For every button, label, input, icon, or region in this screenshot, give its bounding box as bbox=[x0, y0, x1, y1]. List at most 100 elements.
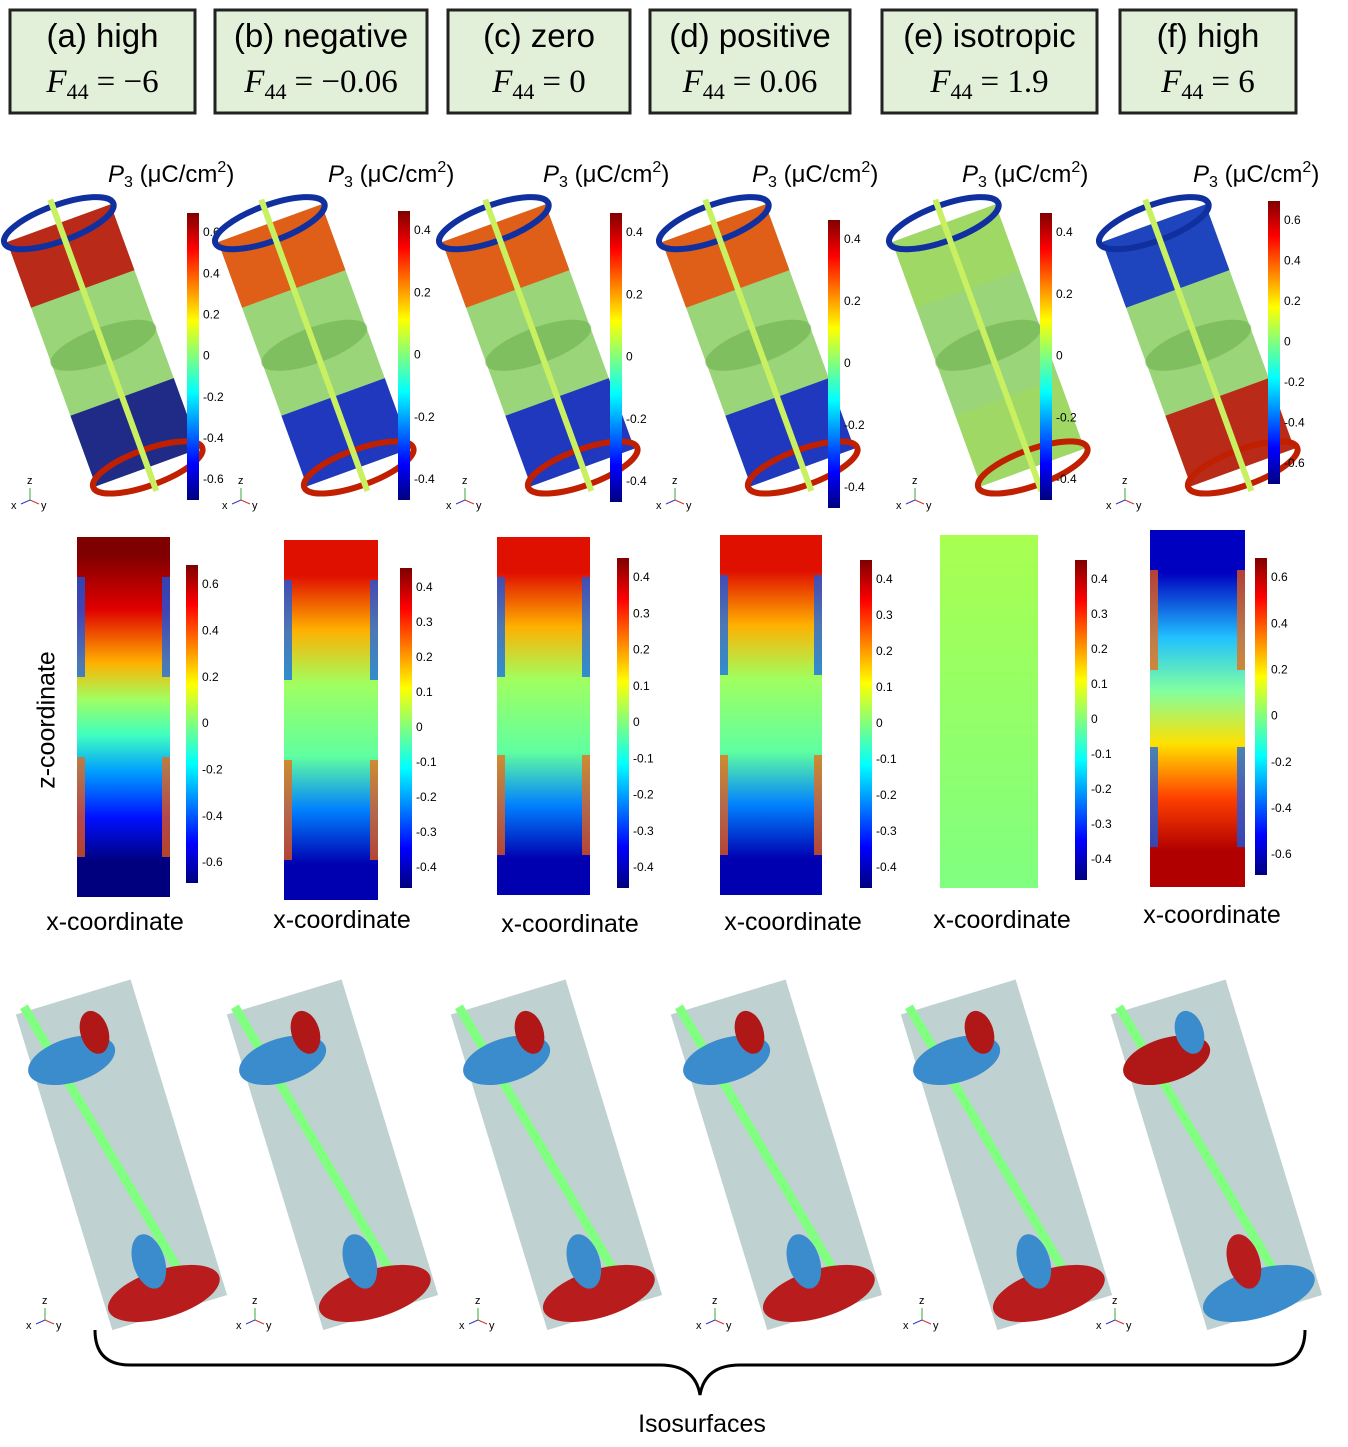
colorbar-tick-label: 0 bbox=[1271, 709, 1278, 723]
formula-index: 44 bbox=[703, 79, 725, 104]
colorbar-tick-label: -0.3 bbox=[1091, 817, 1112, 831]
triad-label: z bbox=[712, 1295, 718, 1307]
title-index: 3 bbox=[768, 174, 777, 191]
edge-band bbox=[814, 755, 822, 855]
edge-band bbox=[370, 760, 378, 860]
colorbar bbox=[398, 211, 410, 500]
formula-symbol: F bbox=[1160, 64, 1182, 100]
colorbar-tick-label: -0.3 bbox=[876, 824, 897, 838]
triad-axis bbox=[922, 1320, 931, 1324]
colorbar-tick-label: -0.2 bbox=[626, 412, 647, 426]
colorbar-tick-label: 0.4 bbox=[1284, 254, 1301, 268]
cylinder-3d bbox=[207, 180, 422, 511]
edge-band bbox=[77, 577, 85, 677]
edge-band bbox=[1237, 747, 1245, 847]
title-index: 3 bbox=[978, 174, 987, 191]
triad-axis bbox=[666, 500, 675, 504]
colorbar-tick-label: 0 bbox=[626, 350, 633, 364]
title-symbol: P bbox=[962, 161, 978, 188]
colorbar-tick-label: -0.4 bbox=[876, 860, 897, 874]
triad-label: y bbox=[41, 500, 47, 512]
colorbar-tick-label: 0.6 bbox=[202, 577, 219, 591]
triad-label: y bbox=[686, 500, 692, 512]
title-unit: (μC/cm bbox=[987, 161, 1071, 188]
title-power: 2 bbox=[437, 159, 446, 176]
formula-relation: = 1.9 bbox=[981, 64, 1049, 100]
triad-label: z bbox=[919, 1295, 925, 1307]
edge-band bbox=[162, 757, 170, 857]
colorbar-tick-label: -0.6 bbox=[1284, 456, 1305, 470]
title-close: ) bbox=[661, 161, 669, 188]
edge-band bbox=[370, 580, 378, 680]
triad-label: z bbox=[912, 475, 918, 487]
colorbar-tick-label: 0.2 bbox=[202, 670, 219, 684]
colorbar-tick-label: -0.2 bbox=[202, 763, 223, 777]
axis-triad: zxy bbox=[11, 475, 47, 512]
colorbar-tick-label: -0.2 bbox=[1091, 782, 1112, 796]
x-axis-label: x-coordinate bbox=[724, 908, 862, 936]
triad-axis bbox=[469, 1320, 478, 1324]
colorbar-tick-label: 0 bbox=[416, 720, 423, 734]
colorbar-tick-label: 0.4 bbox=[626, 225, 643, 239]
triad-axis bbox=[706, 1320, 715, 1324]
colorbar-tick-label: 0.3 bbox=[876, 608, 893, 622]
heatmap bbox=[940, 535, 1038, 888]
title-symbol: P bbox=[543, 161, 559, 188]
title-symbol: P bbox=[1193, 161, 1209, 188]
title-unit: (μC/cm bbox=[1218, 161, 1302, 188]
colorbar-tick-label: -0.4 bbox=[844, 480, 865, 494]
panel-label: (a) high bbox=[47, 17, 159, 54]
colorbar-tick-label: 0.2 bbox=[1284, 294, 1301, 308]
formula-index: 44 bbox=[951, 79, 973, 104]
footer-label: Isosurfaces bbox=[638, 1410, 766, 1438]
edge-band bbox=[582, 755, 590, 855]
triad-axis bbox=[906, 500, 915, 504]
colorbar-tick-label: 0.2 bbox=[203, 308, 220, 322]
triad-label: x bbox=[222, 500, 228, 512]
triad-label: z bbox=[27, 475, 33, 487]
isosurface bbox=[10, 975, 229, 1336]
colorbar-title: P3 (μC/cm2) bbox=[752, 159, 878, 191]
colorbar-tick-label: -0.4 bbox=[1091, 852, 1112, 866]
colorbar-tick-label: 0.4 bbox=[876, 572, 893, 586]
edge-band bbox=[582, 577, 590, 677]
colorbar bbox=[860, 560, 872, 888]
triad-axis bbox=[255, 1320, 264, 1324]
colorbar-tick-label: 0.2 bbox=[626, 287, 643, 301]
colorbar-title: P3 (μC/cm2) bbox=[1193, 159, 1319, 191]
title-unit: (μC/cm bbox=[353, 161, 437, 188]
triad-label: y bbox=[56, 1320, 62, 1332]
triad-label: x bbox=[459, 1320, 465, 1332]
heatmap bbox=[720, 535, 822, 895]
triad-label: x bbox=[1096, 1320, 1102, 1332]
edge-band bbox=[1150, 570, 1158, 670]
formula-relation: = 0 bbox=[542, 64, 585, 100]
formula-symbol: F bbox=[682, 64, 704, 100]
formula-symbol: F bbox=[929, 64, 951, 100]
triad-axis bbox=[675, 500, 684, 504]
heatmap bbox=[284, 540, 378, 900]
isosurface bbox=[1105, 975, 1324, 1336]
colorbar bbox=[187, 213, 199, 500]
colorbar-tick-label: 0 bbox=[202, 716, 209, 730]
triad-axis bbox=[465, 500, 474, 504]
formula-index: 44 bbox=[67, 79, 89, 104]
colorbar bbox=[1255, 558, 1267, 875]
colorbar bbox=[1268, 201, 1280, 484]
edge-band bbox=[77, 757, 85, 857]
triad-axis bbox=[36, 1320, 45, 1324]
title-close: ) bbox=[226, 161, 234, 188]
colorbar-tick-label: 0.4 bbox=[414, 223, 431, 237]
edge-band bbox=[162, 577, 170, 677]
title-unit: (μC/cm bbox=[777, 161, 861, 188]
triad-label: z bbox=[672, 475, 678, 487]
triad-label: x bbox=[656, 500, 662, 512]
panel-label: (f) high bbox=[1157, 17, 1260, 54]
colorbar-tick-label: -0.4 bbox=[203, 431, 224, 445]
triad-axis bbox=[478, 1320, 487, 1324]
triad-label: z bbox=[1122, 475, 1128, 487]
colorbar-tick-label: -0.2 bbox=[414, 410, 435, 424]
triad-label: z bbox=[462, 475, 468, 487]
